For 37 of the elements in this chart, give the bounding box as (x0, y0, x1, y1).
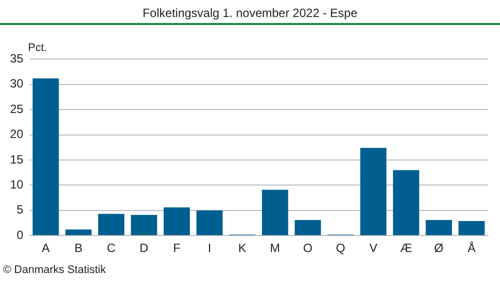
x-tick-label: F (173, 241, 180, 256)
bar (130, 214, 158, 236)
bar (262, 190, 288, 236)
x-tick-label: I (208, 241, 212, 256)
bar (392, 170, 420, 236)
text: © Danmarks Statistik (3, 264, 106, 276)
bar (196, 210, 223, 236)
x-tick-label: D (140, 241, 149, 256)
x-tick-label: C (106, 241, 116, 256)
y-tick-label: 20 (10, 127, 24, 142)
y-tick-label: 15 (10, 152, 24, 166)
bar (164, 207, 190, 236)
bar (65, 230, 92, 236)
y-tick-label: 0 (16, 228, 24, 242)
x-tick-label: A (42, 241, 50, 256)
y-tick-label: 30 (10, 76, 24, 91)
y-tick-label: 5 (16, 202, 24, 217)
x-tick-label: Æ (400, 241, 412, 256)
chart-title: Folketingsvalg 1. november 2022 - Espe (0, 6, 500, 25)
bar (98, 214, 124, 236)
x-tick-label: Ø (434, 241, 444, 256)
x-tick-label: B (74, 241, 82, 256)
y-axis-title: Pct. (28, 42, 47, 54)
bar (360, 148, 386, 236)
x-tick-label: K (238, 241, 246, 256)
bar (426, 220, 452, 236)
y-tick-label: 25 (10, 102, 24, 116)
x-tick-label: O (303, 241, 312, 256)
x-tick-label: V (369, 241, 378, 256)
y-tick-label: 35 (10, 52, 24, 66)
x-tick-label: Å (468, 241, 476, 256)
bar (294, 220, 321, 236)
y-tick-label: 10 (10, 178, 24, 192)
x-tick-label: M (270, 241, 280, 256)
x-tick-label: Q (336, 241, 346, 256)
bar (32, 78, 59, 236)
bar (458, 220, 485, 236)
